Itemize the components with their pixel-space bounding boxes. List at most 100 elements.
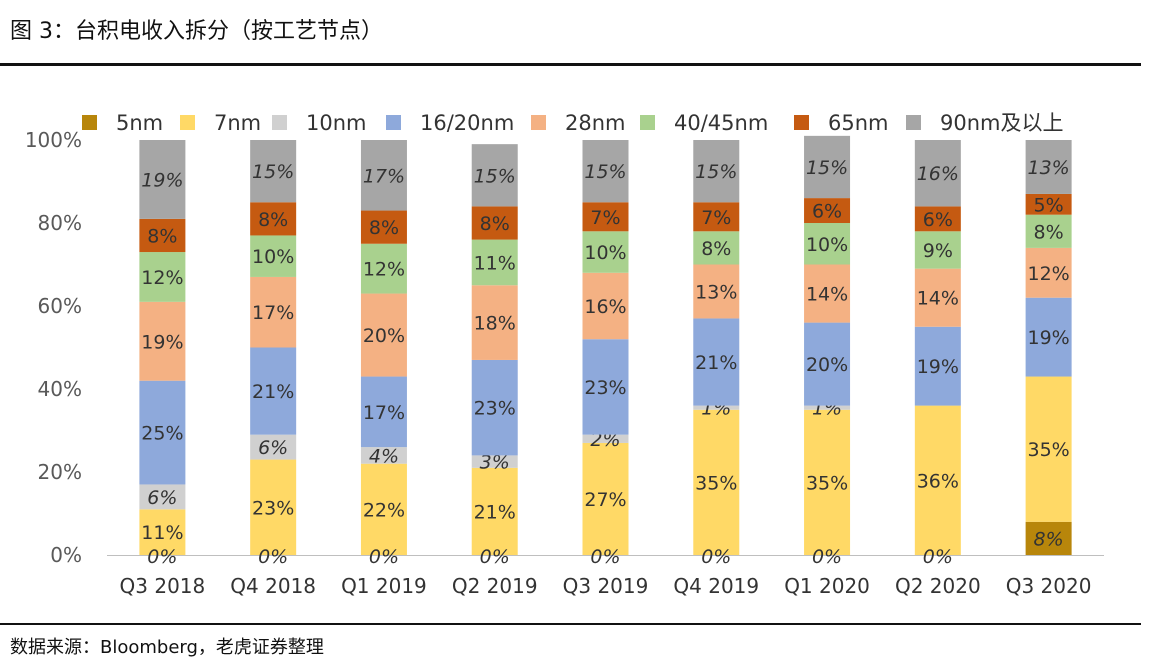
bar-segment xyxy=(471,144,518,207)
y-tick-label: 80% xyxy=(38,211,82,235)
bar-segment xyxy=(582,434,629,443)
bar-segment xyxy=(139,218,186,253)
bar-segment xyxy=(250,202,297,236)
data-label: 21% xyxy=(695,352,737,374)
bar-segment xyxy=(693,405,740,410)
bar-segment xyxy=(360,243,407,294)
data-label: 10% xyxy=(584,242,626,264)
bar-segment xyxy=(693,318,740,406)
bar-segment xyxy=(471,206,518,240)
bar-segment xyxy=(1025,247,1072,298)
data-label: 3% xyxy=(480,452,510,474)
data-label: 16% xyxy=(917,163,959,185)
footer-divider xyxy=(0,623,1141,625)
x-tick-label: Q4 2019 xyxy=(673,574,759,598)
data-label: 23% xyxy=(474,398,516,420)
x-tick-label: Q3 2018 xyxy=(120,574,206,598)
data-label: 15% xyxy=(584,161,626,183)
data-label: 10% xyxy=(252,246,294,268)
bar-segment xyxy=(804,135,851,199)
data-label: 9% xyxy=(923,240,953,262)
bar-segment xyxy=(804,409,851,555)
zero-data-label: 0% xyxy=(258,546,288,568)
bar-segment xyxy=(139,140,186,219)
x-axis: Q3 2018 Q4 2018 Q1 2019 Q2 2019 Q3 2019 Q4 20… xyxy=(120,574,1092,598)
bar-segment xyxy=(471,239,518,286)
data-label: 21% xyxy=(252,381,294,403)
bar-segment xyxy=(139,252,186,302)
bar-segment xyxy=(250,140,297,203)
bar-segment xyxy=(914,140,961,207)
zero-data-label: 0% xyxy=(590,546,620,568)
bar-segment xyxy=(139,509,186,555)
data-label: 27% xyxy=(584,489,626,511)
y-tick-label: 100% xyxy=(25,128,82,152)
legend-label: 28nm xyxy=(565,111,626,135)
zero-data-label: 0% xyxy=(812,546,842,568)
data-label: 8% xyxy=(369,217,399,239)
bar-segment xyxy=(139,484,186,510)
bar-segment xyxy=(360,447,407,464)
data-label: 17% xyxy=(252,302,294,324)
x-tick-label: Q1 2019 xyxy=(341,574,427,598)
data-label: 14% xyxy=(917,288,959,310)
bar-segment xyxy=(1025,376,1072,522)
bar-segment xyxy=(914,405,961,555)
bar-segment xyxy=(914,231,961,269)
legend-label: 90nm及以上 xyxy=(940,111,1064,135)
data-label: 8% xyxy=(147,225,177,247)
bar-segment xyxy=(693,409,740,555)
bar-segment xyxy=(360,140,407,211)
data-label: 6% xyxy=(812,201,842,223)
data-label: 8% xyxy=(1034,221,1064,243)
bar-segment xyxy=(582,272,629,340)
data-label: 14% xyxy=(806,284,848,306)
y-tick-label: 20% xyxy=(38,460,82,484)
bar-segment xyxy=(250,459,297,555)
x-tick-label: Q4 2018 xyxy=(230,574,316,598)
bar-stack: 35%1%20%14%10%6%15%0% xyxy=(804,135,851,568)
data-label: 21% xyxy=(474,501,516,523)
y-tick-label: 60% xyxy=(38,294,82,318)
bar-stack: 21% 3% 23% 18% 11% 8% 15% 0% xyxy=(471,144,518,568)
legend-swatch xyxy=(640,115,655,130)
bar-stack: 35%1%21%13%8%7%15%0% xyxy=(693,140,740,568)
zero-data-label: 0% xyxy=(923,546,953,568)
data-label: 23% xyxy=(252,497,294,519)
bar-segment xyxy=(804,264,851,323)
legend-label: 7nm xyxy=(214,111,261,135)
bar-segment xyxy=(804,223,851,265)
bar-segment xyxy=(693,140,740,203)
data-label: 8% xyxy=(258,209,288,231)
legend-label: 65nm xyxy=(828,111,889,135)
bar-segment xyxy=(471,455,518,468)
x-tick-label: Q2 2020 xyxy=(895,574,981,598)
data-label: 6% xyxy=(923,209,953,231)
x-tick-label: Q2 2019 xyxy=(452,574,538,598)
bar-segment xyxy=(139,301,186,381)
zero-data-label: 0% xyxy=(480,546,510,568)
legend-label: 5nm xyxy=(116,111,163,135)
data-label: 11% xyxy=(141,522,183,544)
stacked-bar-chart: 5nm 7nm 10nm 16/20nm 28nm 40/45nm 65nm 90nm及以上 … xyxy=(25,111,1104,598)
bar-segment xyxy=(914,268,961,327)
bar-segment xyxy=(582,231,629,273)
data-label: 11% xyxy=(474,252,516,274)
y-tick-label: 0% xyxy=(50,543,82,567)
data-label: 5% xyxy=(1034,194,1064,216)
bar-stack: 23% 6% 21% 17% 10% 8% 15% 0% xyxy=(250,140,297,568)
data-label: 4% xyxy=(369,445,399,467)
data-label: 15% xyxy=(252,161,294,183)
data-label: 12% xyxy=(363,259,405,281)
bar-segment xyxy=(1025,193,1072,215)
bar-segment xyxy=(360,210,407,244)
data-label: 20% xyxy=(363,325,405,347)
legend-label: 40/45nm xyxy=(674,111,768,135)
bar-segment xyxy=(250,434,297,460)
data-label: 8% xyxy=(480,213,510,235)
zero-data-label: 0% xyxy=(369,546,399,568)
data-label: 12% xyxy=(141,267,183,289)
bar-segment xyxy=(582,140,629,203)
bar-segment xyxy=(693,231,740,265)
x-tick-label: Q3 2019 xyxy=(563,574,649,598)
